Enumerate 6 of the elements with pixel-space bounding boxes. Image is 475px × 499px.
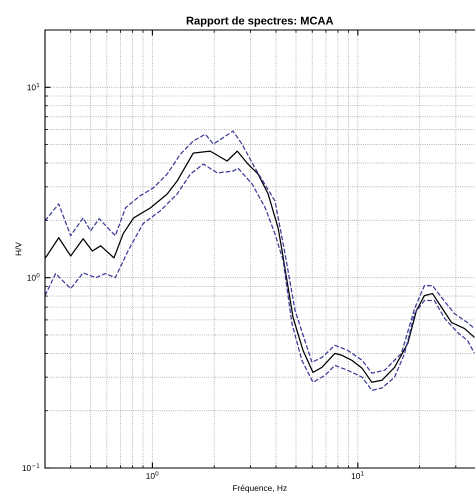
- y-tick-label: 10$^{0}$: [27, 273, 40, 281]
- y-tick-label: 10$^{1}$: [27, 82, 40, 90]
- chart-title: Rapport de spectres: MCAA: [186, 16, 334, 27]
- y-tick-label: 10$^{−1}$: [22, 464, 40, 472]
- y-axis-title: H/V: [15, 242, 22, 256]
- x-axis-title: Fréquence, Hz: [233, 484, 287, 493]
